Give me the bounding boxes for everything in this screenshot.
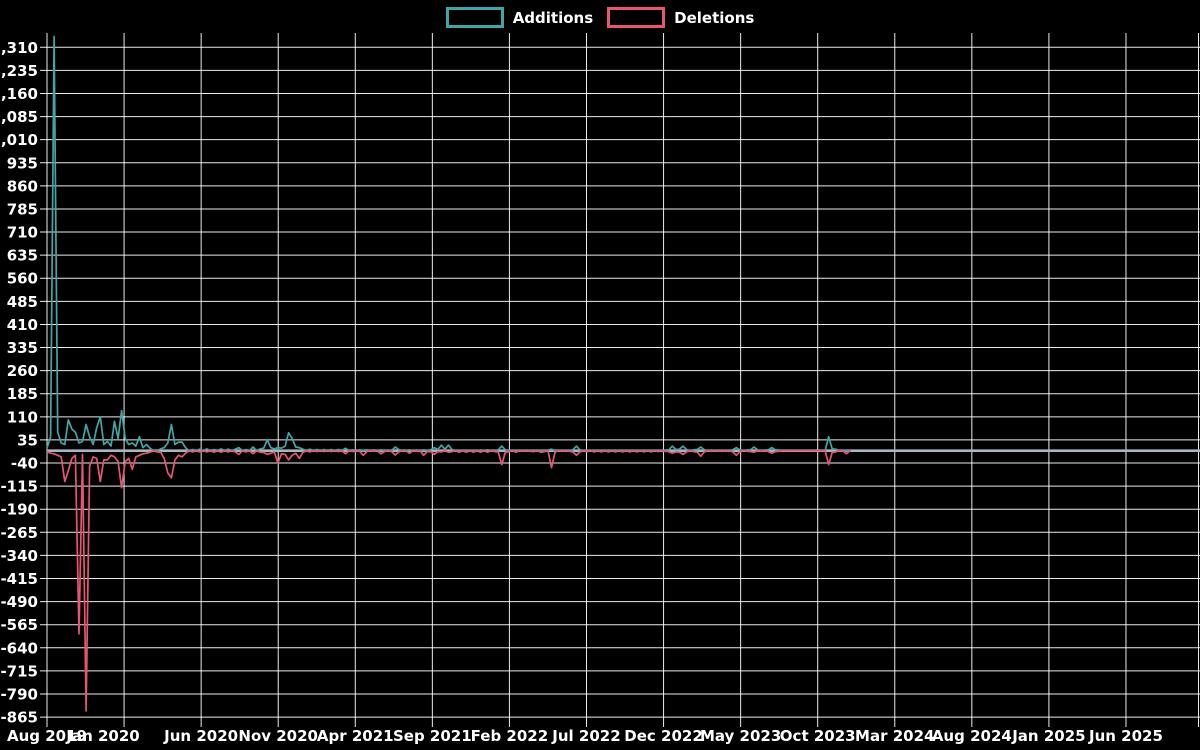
y-tick-label: 860 [7, 177, 38, 195]
y-tick-label: 260 [7, 362, 38, 380]
deletions-line[interactable] [46, 449, 851, 712]
y-tick-label: -565 [0, 616, 38, 634]
y-tick-label: 110 [7, 408, 38, 426]
y-tick-label: 710 [7, 224, 38, 242]
y-tick-label: -415 [0, 570, 38, 588]
x-tick-label: Jan 2025 [1011, 727, 1085, 745]
y-tick-label: 1,085 [0, 108, 38, 126]
x-tick-label: Oct 2023 [780, 727, 856, 745]
y-gridlines [40, 46, 1200, 718]
additions-line[interactable] [46, 35, 851, 452]
legend-item-additions[interactable]: Additions [445, 7, 594, 28]
y-tick-label: -340 [0, 547, 38, 565]
y-tick-label: -190 [0, 501, 38, 519]
y-tick-label: 635 [7, 247, 38, 265]
y-tick-label: -790 [0, 685, 38, 703]
legend-label-deletions: Deletions [674, 8, 755, 27]
x-gridlines [46, 33, 1199, 727]
legend-item-deletions[interactable]: Deletions [607, 7, 754, 28]
x-tick-label: Jan 2020 [65, 727, 139, 745]
y-axis-labels: 1,310 1,235 1,160 1,085 1,010 935 860 785 710 635… [0, 39, 38, 727]
y-tick-label: -265 [0, 524, 38, 542]
y-tick-label: -490 [0, 593, 38, 611]
y-tick-label: 1,010 [0, 131, 38, 149]
chart-legend: Additions Deletions [0, 7, 1200, 28]
x-tick-label: Feb 2022 [471, 727, 549, 745]
y-tick-label: 1,310 [0, 39, 38, 57]
x-tick-label: May 2023 [700, 727, 781, 745]
x-tick-label: Jun 2025 [1088, 727, 1163, 745]
x-tick-label: Apr 2021 [317, 727, 394, 745]
y-tick-label: 935 [7, 154, 38, 172]
y-tick-label: -865 [0, 709, 38, 727]
legend-label-additions: Additions [512, 8, 594, 27]
additions-swatch-icon [445, 7, 504, 28]
y-tick-label: -715 [0, 662, 38, 680]
x-tick-label: Aug 2024 [932, 727, 1012, 745]
x-tick-label: Jul 2022 [551, 727, 620, 745]
y-tick-label: -115 [0, 478, 38, 496]
y-tick-label: 485 [7, 293, 38, 311]
x-tick-label: Dec 2022 [624, 727, 703, 745]
x-tick-label: Jun 2020 [163, 727, 238, 745]
y-tick-label: -640 [0, 639, 38, 657]
y-tick-label: 335 [7, 339, 38, 357]
y-tick-label: 410 [7, 316, 38, 334]
y-tick-label: -40 [11, 455, 38, 473]
x-tick-label: Mar 2024 [855, 727, 934, 745]
y-tick-label: 1,235 [0, 62, 38, 80]
y-tick-label: 35 [17, 431, 38, 449]
x-tick-label: Nov 2020 [238, 727, 318, 745]
x-tick-label: Aug 2019 [7, 727, 87, 745]
deletions-swatch-icon [607, 7, 666, 28]
y-tick-label: 560 [7, 270, 38, 288]
y-tick-label: 1,160 [0, 85, 38, 103]
y-tick-label: 785 [7, 200, 38, 218]
y-tick-label: 185 [7, 385, 38, 403]
x-tick-label: Sep 2021 [393, 727, 472, 745]
